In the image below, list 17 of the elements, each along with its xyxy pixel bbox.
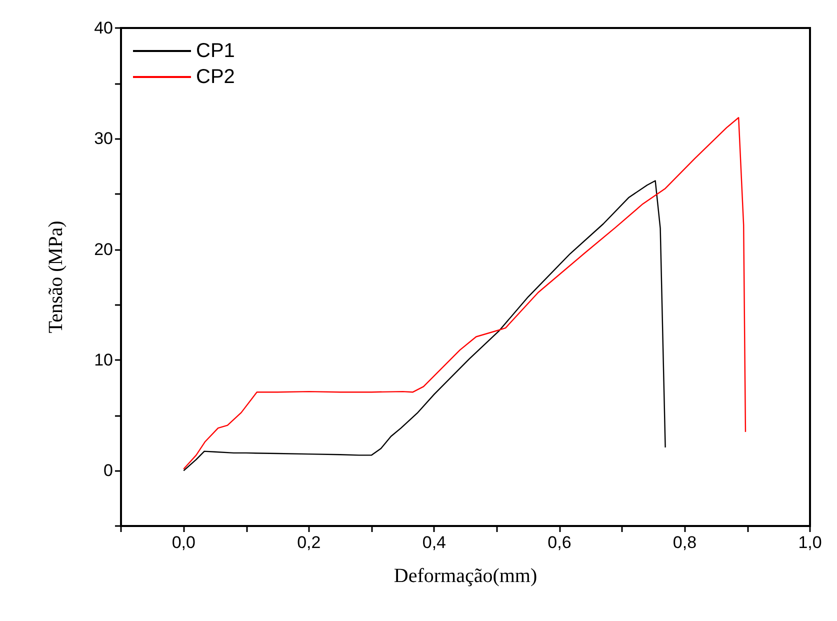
x-tick-label: 0,0	[172, 533, 196, 552]
x-tick-label: 0,4	[422, 533, 446, 552]
x-tick-label: 1,0	[798, 533, 822, 552]
y-tick-label: 10	[94, 350, 113, 370]
line-series	[183, 180, 666, 472]
line-series	[183, 117, 746, 470]
x-tick-label: 0,8	[672, 533, 697, 552]
legend-label: CP1	[196, 40, 235, 62]
y-tick-label: 0	[104, 461, 113, 480]
y-tick-label: 40	[94, 18, 113, 38]
x-tick-label: 0,2	[297, 533, 321, 552]
x-tick-label: 0,6	[548, 533, 572, 552]
y-tick-label: 30	[94, 129, 113, 148]
x-axis-title: Deformação(mm)	[394, 565, 538, 587]
legend-label: CP2	[196, 66, 235, 88]
y-axis-title: Tensão (MPa)	[45, 220, 67, 334]
y-tick-label: 20	[94, 240, 113, 259]
